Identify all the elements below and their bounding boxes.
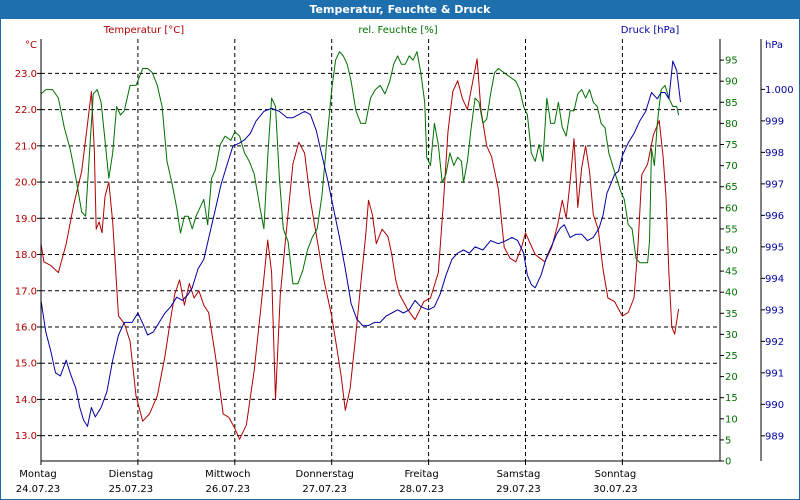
window-title: Temperatur, Feuchte & Druck bbox=[0, 0, 800, 19]
plot-series bbox=[40, 51, 681, 440]
temperature-tick-label: 21.0 bbox=[15, 141, 37, 152]
temperature-tick-label: 19.0 bbox=[15, 214, 37, 225]
pressure-tick-label: 992 bbox=[765, 337, 784, 348]
humidity-tick-label: 25 bbox=[725, 351, 738, 362]
temperature-tick-label: 20.0 bbox=[15, 178, 37, 189]
day-label: Samstag bbox=[497, 469, 541, 480]
axes bbox=[37, 39, 765, 465]
series-line-humidity bbox=[40, 51, 680, 285]
day-label: Donnerstag bbox=[296, 469, 354, 480]
temperature-tick-label: 15.0 bbox=[15, 359, 37, 370]
humidity-tick-label: 95 bbox=[725, 56, 738, 67]
axis-titles: Temperatur [°C] rel. Feuchte [%] Druck [hP… bbox=[103, 25, 680, 36]
humidity-tick-label: 80 bbox=[725, 119, 738, 130]
series-line-pressure bbox=[40, 60, 681, 427]
date-label: 28.07.23 bbox=[399, 484, 444, 495]
pressure-tick-label: 997 bbox=[765, 179, 784, 190]
humidity-tick-label: 70 bbox=[725, 161, 738, 172]
day-label: Dienstag bbox=[109, 469, 154, 480]
pressure-tick-label: 994 bbox=[765, 274, 784, 285]
date-label: 24.07.23 bbox=[16, 484, 61, 495]
humidity-tick-label: 0 bbox=[725, 457, 731, 468]
date-label: 27.07.23 bbox=[302, 484, 347, 495]
humidity-tick-label: 85 bbox=[725, 98, 738, 109]
humidity-tick-label: 35 bbox=[725, 309, 738, 320]
day-label: Sonntag bbox=[595, 469, 637, 480]
humidity-tick-label: 45 bbox=[725, 267, 738, 278]
pressure-tick-label: 996 bbox=[765, 211, 784, 222]
pressure-tick-label: 989 bbox=[765, 431, 784, 442]
tick-labels: 13.0 14.0 15.0 16.0 17.0 18.0 19.0 20.0 21.0 22.0… bbox=[15, 40, 794, 495]
temperature-tick-label: 22.0 bbox=[15, 105, 37, 116]
date-label: 29.07.23 bbox=[496, 484, 541, 495]
humidity-tick-label: 90 bbox=[725, 77, 738, 88]
humidity-tick-label: 55 bbox=[725, 224, 738, 235]
humidity-axis-title: rel. Feuchte [%] bbox=[358, 25, 437, 36]
pressure-tick-label: 995 bbox=[765, 242, 784, 253]
temperature-tick-label: 17.0 bbox=[15, 286, 37, 297]
pressure-tick-label: 998 bbox=[765, 148, 784, 159]
pressure-tick-label: 1.000 bbox=[765, 85, 794, 96]
humidity-tick-label: 10 bbox=[725, 414, 738, 425]
humidity-tick-label: 20 bbox=[725, 372, 738, 383]
temperature-tick-label: 14.0 bbox=[15, 395, 37, 406]
temperature-tick-label: 13.0 bbox=[15, 431, 37, 442]
date-label: 26.07.23 bbox=[206, 484, 251, 495]
day-label: Mittwoch bbox=[205, 469, 250, 480]
humidity-tick-label: 60 bbox=[725, 203, 738, 214]
day-label: Freitag bbox=[404, 469, 438, 480]
temperature-tick-label: 18.0 bbox=[15, 250, 37, 261]
temperature-tick-label: 16.0 bbox=[15, 322, 37, 333]
pressure-tick-label: 990 bbox=[765, 400, 784, 411]
pressure-tick-label: 991 bbox=[765, 368, 784, 379]
temperature-tick-label: 23.0 bbox=[15, 69, 37, 80]
humidity-tick-label: 5 bbox=[725, 435, 731, 446]
temperature-axis-title: Temperatur [°C] bbox=[103, 25, 184, 36]
temperature-unit: °C bbox=[25, 40, 37, 51]
humidity-tick-label: 30 bbox=[725, 330, 738, 341]
date-label: 30.07.23 bbox=[593, 484, 638, 495]
humidity-tick-label: 50 bbox=[725, 246, 738, 257]
pressure-tick-label: 993 bbox=[765, 305, 784, 316]
date-label: 25.07.23 bbox=[109, 484, 154, 495]
humidity-tick-label: 40 bbox=[725, 288, 738, 299]
humidity-tick-label: 75 bbox=[725, 140, 738, 151]
pressure-unit: hPa bbox=[765, 40, 783, 51]
humidity-tick-label: 65 bbox=[725, 182, 738, 193]
pressure-tick-label: 999 bbox=[765, 116, 784, 127]
grid bbox=[41, 39, 720, 461]
series-line-temperature bbox=[40, 58, 680, 440]
day-label: Montag bbox=[19, 469, 56, 480]
pressure-axis-title: Druck [hPa] bbox=[621, 25, 680, 36]
humidity-tick-label: 15 bbox=[725, 393, 738, 404]
